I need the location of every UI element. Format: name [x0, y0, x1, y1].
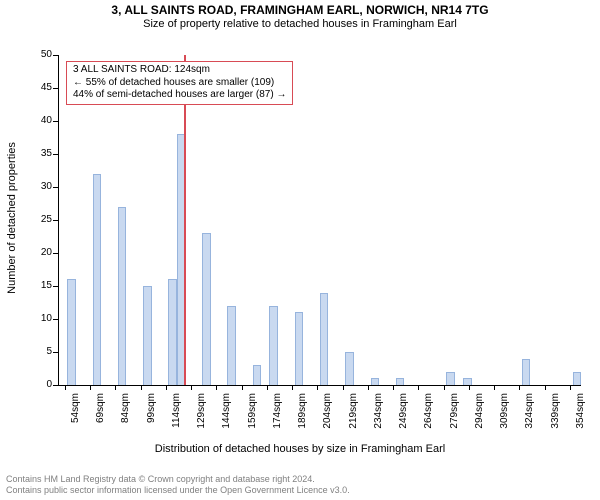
y-tick-label: 40 [22, 115, 52, 126]
x-tick-label: 159sqm [247, 393, 258, 443]
x-tick-label: 84sqm [120, 393, 131, 443]
y-tick-mark [53, 187, 58, 188]
histogram-bar [118, 207, 126, 385]
x-tick-mark [545, 385, 546, 390]
chart-title: 3, ALL SAINTS ROAD, FRAMINGHAM EARL, NOR… [0, 3, 600, 17]
footer-line: Contains public sector information licen… [6, 485, 594, 496]
x-tick-label: 54sqm [70, 393, 81, 443]
x-tick-mark [418, 385, 419, 390]
x-tick-mark [166, 385, 167, 390]
y-tick-label: 35 [22, 148, 52, 159]
histogram-bar [446, 372, 454, 385]
x-tick-mark [115, 385, 116, 390]
x-tick-mark [444, 385, 445, 390]
y-tick-label: 50 [22, 49, 52, 60]
histogram-bar [295, 312, 303, 385]
y-tick-label: 30 [22, 181, 52, 192]
annotation-line: 44% of semi-detached houses are larger (… [73, 89, 286, 102]
y-tick-mark [53, 220, 58, 221]
y-tick-mark [53, 286, 58, 287]
x-tick-label: 219sqm [348, 393, 359, 443]
plot-area [58, 55, 581, 386]
x-tick-mark [267, 385, 268, 390]
x-tick-label: 279sqm [449, 393, 460, 443]
y-tick-mark [53, 253, 58, 254]
y-tick-mark [53, 88, 58, 89]
y-tick-label: 5 [22, 346, 52, 357]
x-tick-mark [368, 385, 369, 390]
footer: Contains HM Land Registry data © Crown c… [6, 474, 594, 496]
x-tick-mark [343, 385, 344, 390]
histogram-bar [371, 378, 379, 385]
histogram-bar [269, 306, 277, 385]
x-tick-label: 309sqm [499, 393, 510, 443]
y-tick-label: 0 [22, 379, 52, 390]
x-tick-label: 204sqm [322, 393, 333, 443]
histogram-bar [345, 352, 353, 385]
highlight-line [184, 55, 186, 385]
y-tick-mark [53, 352, 58, 353]
y-tick-mark [53, 385, 58, 386]
y-tick-mark [53, 55, 58, 56]
footer-line: Contains HM Land Registry data © Crown c… [6, 474, 594, 485]
histogram-bar [168, 279, 176, 385]
x-tick-label: 354sqm [575, 393, 586, 443]
x-tick-mark [570, 385, 571, 390]
x-tick-mark [242, 385, 243, 390]
annotation-line: 3 ALL SAINTS ROAD: 124sqm [73, 64, 286, 77]
y-tick-mark [53, 154, 58, 155]
chart-subtitle: Size of property relative to detached ho… [0, 18, 600, 30]
x-tick-mark [141, 385, 142, 390]
x-tick-label: 294sqm [474, 393, 485, 443]
x-tick-mark [216, 385, 217, 390]
histogram-bar [396, 378, 404, 385]
histogram-bar [463, 378, 471, 385]
x-tick-mark [191, 385, 192, 390]
x-tick-mark [494, 385, 495, 390]
histogram-bar [67, 279, 75, 385]
histogram-bar [573, 372, 581, 385]
x-tick-label: 189sqm [297, 393, 308, 443]
x-tick-label: 129sqm [196, 393, 207, 443]
y-tick-label: 25 [22, 214, 52, 225]
y-tick-mark [53, 121, 58, 122]
annotation-box: 3 ALL SAINTS ROAD: 124sqm← 55% of detach… [66, 61, 293, 105]
x-tick-label: 324sqm [524, 393, 535, 443]
histogram-bar [253, 365, 261, 385]
x-axis-label: Distribution of detached houses by size … [0, 443, 600, 455]
histogram-bar [227, 306, 235, 385]
y-tick-label: 15 [22, 280, 52, 291]
y-tick-mark [53, 319, 58, 320]
x-tick-label: 264sqm [423, 393, 434, 443]
x-tick-label: 114sqm [171, 393, 182, 443]
x-tick-label: 234sqm [373, 393, 384, 443]
x-tick-mark [519, 385, 520, 390]
y-tick-label: 10 [22, 313, 52, 324]
y-tick-label: 45 [22, 82, 52, 93]
x-tick-mark [393, 385, 394, 390]
annotation-line: ← 55% of detached houses are smaller (10… [73, 77, 286, 90]
x-tick-label: 339sqm [550, 393, 561, 443]
x-tick-label: 69sqm [95, 393, 106, 443]
y-tick-label: 20 [22, 247, 52, 258]
x-tick-mark [292, 385, 293, 390]
x-tick-label: 249sqm [398, 393, 409, 443]
x-tick-label: 174sqm [272, 393, 283, 443]
y-axis-label: Number of detached properties [6, 53, 18, 383]
histogram-bar [202, 233, 210, 385]
histogram-bar [522, 359, 530, 385]
x-tick-mark [65, 385, 66, 390]
x-tick-label: 144sqm [221, 393, 232, 443]
x-tick-label: 99sqm [146, 393, 157, 443]
histogram-bar [143, 286, 151, 385]
histogram-bar [93, 174, 101, 385]
histogram-bar [320, 293, 328, 385]
x-tick-mark [90, 385, 91, 390]
x-tick-mark [469, 385, 470, 390]
x-tick-mark [317, 385, 318, 390]
